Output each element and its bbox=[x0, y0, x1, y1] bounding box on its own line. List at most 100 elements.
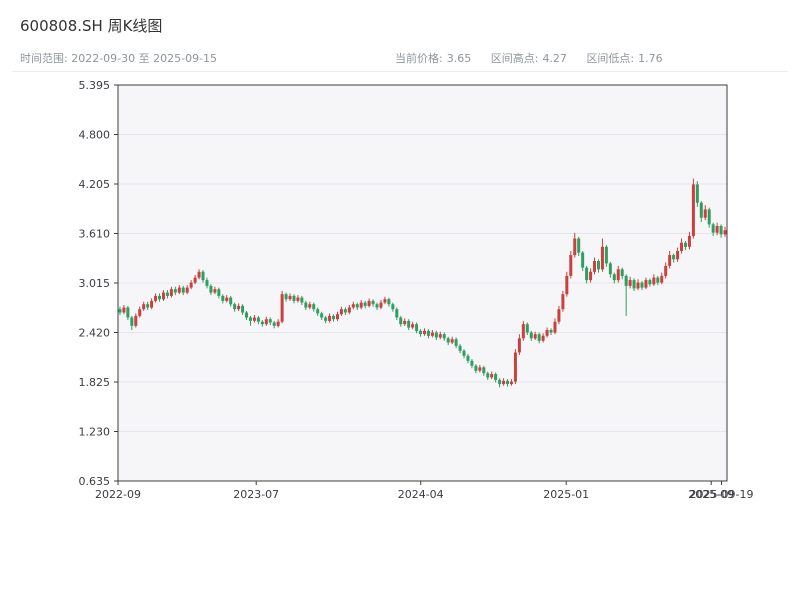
price-stats: 当前价格: 3.65 区间高点: 4.27 区间低点: 1.76 bbox=[395, 50, 679, 66]
candle bbox=[181, 285, 185, 296]
y-tick-label: 5.395 bbox=[79, 79, 111, 92]
candle bbox=[256, 315, 260, 325]
candle bbox=[288, 293, 292, 301]
candle bbox=[652, 274, 656, 286]
candle bbox=[608, 261, 612, 278]
candle bbox=[687, 231, 691, 250]
kline-chart: 5.395 4.800 4.205 3.610 3.015 2.420 1.825 1.230… bbox=[79, 79, 754, 501]
candle bbox=[332, 314, 336, 322]
candle bbox=[154, 293, 158, 303]
candle bbox=[165, 290, 169, 299]
candle bbox=[213, 286, 217, 295]
candle bbox=[458, 344, 462, 354]
candle bbox=[395, 307, 399, 320]
candle bbox=[529, 330, 533, 341]
candle bbox=[339, 306, 343, 316]
candle bbox=[517, 334, 521, 355]
candle bbox=[422, 328, 426, 336]
candle bbox=[691, 178, 695, 239]
y-tick-label: 0.635 bbox=[79, 475, 111, 488]
candle bbox=[237, 303, 241, 311]
candle bbox=[221, 294, 225, 304]
candle bbox=[616, 265, 620, 283]
candle bbox=[454, 337, 458, 349]
candle bbox=[379, 300, 383, 310]
candle bbox=[438, 331, 442, 340]
candle bbox=[343, 307, 347, 315]
candle bbox=[335, 311, 339, 321]
candle bbox=[636, 279, 640, 291]
candle bbox=[434, 330, 438, 340]
candle bbox=[632, 278, 636, 291]
candle bbox=[229, 295, 233, 307]
candle bbox=[490, 371, 494, 380]
candle bbox=[577, 236, 581, 256]
candle bbox=[241, 304, 245, 315]
header-divider bbox=[12, 71, 788, 72]
candle bbox=[573, 232, 577, 258]
candle bbox=[426, 329, 430, 339]
candle bbox=[541, 333, 545, 343]
stat-label: 区间低点: bbox=[586, 52, 635, 65]
candle bbox=[260, 320, 264, 327]
stat-value: 4.27 bbox=[542, 52, 567, 65]
candle bbox=[371, 299, 375, 307]
candle bbox=[300, 295, 304, 305]
candle bbox=[711, 222, 715, 236]
candle bbox=[482, 365, 486, 376]
y-tick-label: 2.420 bbox=[79, 327, 111, 340]
candle bbox=[589, 268, 593, 283]
candle bbox=[624, 274, 628, 316]
candle bbox=[316, 307, 320, 316]
candle bbox=[328, 313, 332, 323]
candle bbox=[553, 318, 557, 335]
candle bbox=[320, 311, 324, 320]
candle bbox=[252, 315, 256, 323]
candle bbox=[347, 305, 351, 315]
candle bbox=[446, 336, 450, 345]
candle bbox=[375, 302, 379, 310]
candle bbox=[359, 300, 363, 310]
candle bbox=[430, 330, 434, 338]
candle bbox=[672, 253, 676, 263]
x-tick-label: 2024-04 bbox=[398, 488, 444, 501]
candle bbox=[280, 290, 284, 324]
y-tick-label: 3.015 bbox=[79, 277, 111, 290]
candle bbox=[644, 277, 648, 290]
candle bbox=[324, 315, 328, 324]
candle bbox=[561, 290, 565, 312]
candle bbox=[233, 302, 237, 312]
candle bbox=[719, 224, 723, 238]
candle bbox=[656, 275, 660, 286]
candle bbox=[628, 276, 632, 289]
y-tick-label: 4.205 bbox=[79, 178, 111, 191]
candle bbox=[399, 315, 403, 327]
candle bbox=[604, 245, 608, 267]
candle bbox=[142, 301, 146, 311]
candle bbox=[525, 322, 529, 335]
candle bbox=[158, 293, 162, 302]
candle bbox=[292, 294, 296, 304]
candle bbox=[557, 305, 561, 325]
candle bbox=[664, 262, 668, 279]
candle bbox=[189, 280, 193, 290]
candle bbox=[276, 319, 280, 328]
candle bbox=[217, 287, 221, 299]
candle bbox=[150, 298, 154, 310]
candle bbox=[569, 251, 573, 279]
stat-label: 当前价格: bbox=[395, 52, 443, 65]
candle bbox=[450, 336, 454, 345]
candle bbox=[407, 319, 411, 330]
candle bbox=[581, 251, 585, 271]
candle bbox=[268, 317, 272, 325]
candle bbox=[177, 285, 181, 295]
candle bbox=[533, 331, 537, 340]
candle bbox=[513, 349, 517, 385]
candle bbox=[486, 371, 490, 380]
candle bbox=[478, 364, 482, 373]
y-tick-label: 1.230 bbox=[79, 426, 111, 439]
candle bbox=[415, 322, 419, 334]
candle bbox=[185, 285, 189, 295]
x-tick-label: 2025-09-19 bbox=[690, 488, 754, 501]
candle bbox=[161, 290, 165, 301]
